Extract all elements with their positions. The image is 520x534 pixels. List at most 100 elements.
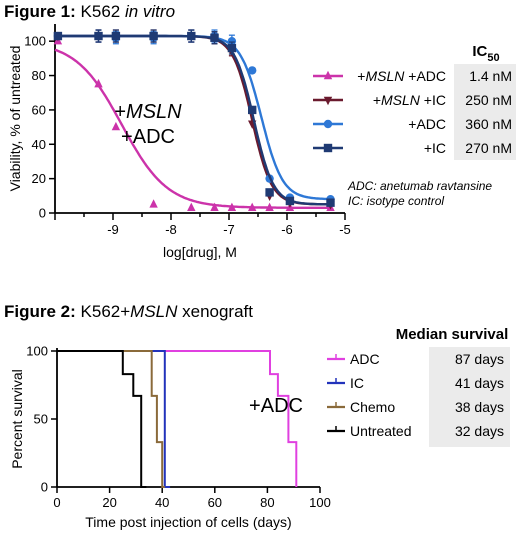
legend-swatch-marker <box>323 96 333 106</box>
footnote-ic: IC: isotype control <box>348 194 444 208</box>
survival-step-line <box>57 350 147 488</box>
legend-item-3: +IC 270 nM <box>313 140 512 156</box>
legend-label: +MSLN +IC <box>373 92 446 108</box>
legend-header: IC50 <box>472 43 499 64</box>
data-point <box>248 66 257 75</box>
ic50-value: 360 nM <box>465 116 512 132</box>
legend-item-2: Chemo 38 days <box>327 399 504 415</box>
ic50-value: 250 nM <box>465 92 512 108</box>
x-tick-label: 20 <box>102 495 116 510</box>
median-value: 38 days <box>455 399 504 415</box>
data-point <box>187 202 196 212</box>
annotation-adc: +ADC <box>121 126 175 148</box>
y-tick-label: 80 <box>32 68 46 83</box>
ic50-value: 270 nM <box>465 140 512 156</box>
data-point <box>149 199 158 208</box>
fit-curve <box>55 34 331 201</box>
x-tick-label: 100 <box>309 495 331 510</box>
x-tick-label: -6 <box>281 222 293 237</box>
fit-curve <box>55 34 331 206</box>
data-point <box>227 43 237 53</box>
y-tick-label: 100 <box>24 34 46 49</box>
data-point <box>53 31 63 41</box>
data-point <box>265 202 274 212</box>
data-point <box>326 198 335 207</box>
survival-curve-3 <box>57 350 147 488</box>
data-point <box>265 188 274 197</box>
figure-1: Figure 1: K562 in vitro 0 20 40 60 80 100 -9 -8 -… <box>4 2 516 260</box>
figure-1-title: Figure 1: K562 in vitro <box>4 2 175 21</box>
y-axis-title: Viability, % of untreated <box>7 46 23 192</box>
x-tick-label: 40 <box>155 495 169 510</box>
x-tick-label: 60 <box>208 495 222 510</box>
data-point <box>187 31 196 41</box>
legend-label: +IC <box>424 140 446 156</box>
legend-label: IC <box>350 375 364 391</box>
figure-2-title: Figure 2: K562+MSLN xenograft <box>4 302 253 321</box>
legend-item-2: +ADC 360 nM <box>313 116 512 132</box>
survival-step-line <box>57 350 171 488</box>
x-tick-label: -9 <box>107 222 119 237</box>
data-point <box>227 202 237 212</box>
survival-curve-2 <box>57 350 165 488</box>
data-point <box>227 36 237 46</box>
survival-curve-0 <box>57 350 298 487</box>
x-axis-title: Time post injection of cells (days) <box>85 514 291 530</box>
y-axis-title: Percent survival <box>9 369 25 469</box>
annotation-adc: +ADC <box>249 395 303 417</box>
x-axis-title: log[drug], M <box>163 244 237 260</box>
data-point <box>210 202 219 212</box>
legend-label: Chemo <box>350 399 395 415</box>
median-value: 41 days <box>455 375 504 391</box>
y-tick-label: 40 <box>32 137 46 152</box>
y-tick-label: 100 <box>26 344 48 359</box>
fit-curve <box>55 34 331 206</box>
survival-step-line <box>57 350 298 487</box>
data-point <box>285 196 295 206</box>
x-tick-label: -7 <box>223 222 235 237</box>
legend-label: ADC <box>350 351 380 367</box>
data-point <box>149 31 158 41</box>
legend-item-3: Untreated 32 days <box>327 423 504 439</box>
y-tick-label: 50 <box>34 412 48 427</box>
legend-swatch-marker <box>323 70 333 80</box>
data-point <box>94 31 103 41</box>
x-tick-label: -5 <box>339 222 351 237</box>
figure-2: Figure 2: K562+MSLN xenograft 0 50 100 0 20 40… <box>4 302 510 530</box>
ic50-column-bg <box>454 64 516 160</box>
median-column-bg <box>429 347 510 447</box>
y-tick-label: 20 <box>32 171 46 186</box>
legend-item-1: +MSLN +IC 250 nM <box>313 92 512 108</box>
series-3 <box>53 29 335 207</box>
y-tick-label: 0 <box>41 480 48 495</box>
x-tick-label: -8 <box>165 222 177 237</box>
legend-swatch-marker <box>323 119 333 129</box>
ic50-value: 1.4 nM <box>469 68 512 84</box>
legend-header: Median survival <box>396 326 509 343</box>
legend-label: Untreated <box>350 423 411 439</box>
legend-item-1: IC 41 days <box>327 375 504 391</box>
y-tick-label: 60 <box>32 102 46 117</box>
data-point <box>111 31 121 41</box>
data-point <box>210 33 219 42</box>
median-value: 32 days <box>455 423 504 439</box>
x-tick-label: 80 <box>260 495 274 510</box>
survival-curve-1 <box>57 350 171 488</box>
annotation-msln: +MSLN <box>114 101 182 123</box>
data-point <box>248 202 257 212</box>
fit-curve <box>54 48 331 209</box>
legend-label: +ADC <box>408 116 446 132</box>
survival-step-line <box>57 350 165 488</box>
y-tick-label: 0 <box>39 206 46 221</box>
legend-item-0: ADC 87 days <box>327 351 504 367</box>
data-point <box>111 121 121 131</box>
series-2 <box>53 29 335 204</box>
footnote-adc: ADC: anetumab ravtansine <box>347 179 492 193</box>
series-1 <box>53 29 335 210</box>
legend-swatch-marker <box>323 143 333 153</box>
series-0 <box>53 35 335 212</box>
legend-item-0: +MSLN +ADC 1.4 nM <box>313 68 512 84</box>
data-point <box>248 105 257 115</box>
legend-label: +MSLN +ADC <box>357 68 446 84</box>
